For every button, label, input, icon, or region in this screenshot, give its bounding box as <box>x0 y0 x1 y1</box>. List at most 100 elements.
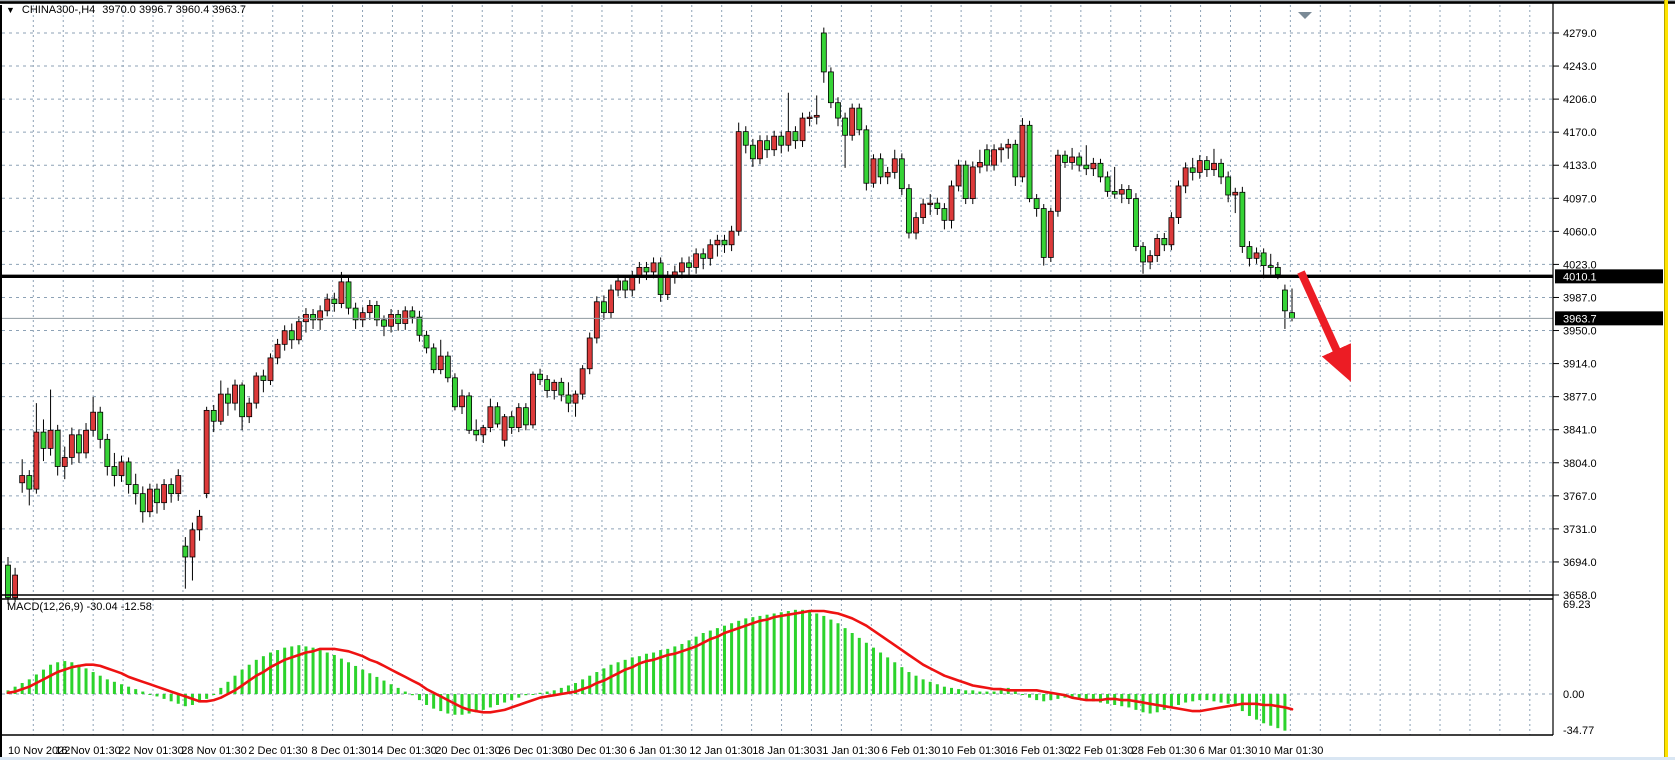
candlestick[interactable] <box>728 230 735 246</box>
candlestick[interactable] <box>452 377 458 408</box>
candlestick[interactable] <box>558 381 565 396</box>
candlestick[interactable] <box>437 355 444 371</box>
candlestick[interactable] <box>1232 191 1239 196</box>
candlestick[interactable] <box>643 266 650 273</box>
candlestick[interactable] <box>757 140 763 160</box>
chart-shift-marker-icon[interactable] <box>1298 12 1312 19</box>
candlestick[interactable] <box>1047 210 1054 258</box>
candlestick[interactable] <box>1111 190 1118 195</box>
candlestick[interactable] <box>68 434 75 458</box>
candlestick[interactable] <box>54 429 61 467</box>
candlestick[interactable] <box>1026 124 1033 200</box>
candlestick[interactable] <box>381 319 387 327</box>
candlestick[interactable] <box>473 429 480 436</box>
candlestick[interactable] <box>962 164 969 200</box>
candlestick[interactable] <box>1147 255 1154 263</box>
candlestick[interactable] <box>154 488 160 504</box>
price-axis-label[interactable]: 4170.0 <box>1563 127 1597 139</box>
candlestick[interactable] <box>565 394 572 404</box>
price-axis-label[interactable]: 3841.0 <box>1563 425 1597 437</box>
candlestick[interactable] <box>551 381 558 391</box>
candlestick[interactable] <box>19 475 26 484</box>
candlestick[interactable] <box>1161 238 1168 246</box>
candlestick[interactable] <box>26 475 33 490</box>
candlestick[interactable] <box>870 158 877 184</box>
candlestick[interactable] <box>927 202 934 205</box>
candlestick[interactable] <box>721 239 728 246</box>
price-axis-label[interactable]: 3877.0 <box>1563 392 1597 404</box>
candlestick[interactable] <box>629 276 636 291</box>
candlestick[interactable] <box>884 171 891 178</box>
candlestick[interactable] <box>189 529 196 558</box>
candlestick[interactable] <box>1118 189 1125 195</box>
price-axis-label[interactable]: 3950.0 <box>1563 326 1597 338</box>
candlestick[interactable] <box>466 395 473 431</box>
price-axis-label[interactable]: 3694.0 <box>1563 557 1597 569</box>
candlestick[interactable] <box>1168 217 1175 246</box>
candlestick[interactable] <box>1012 143 1019 178</box>
candlestick[interactable] <box>742 131 749 146</box>
candlestick[interactable] <box>395 314 402 324</box>
candlestick[interactable] <box>1083 164 1090 170</box>
candlestick[interactable] <box>792 131 799 142</box>
candlestick[interactable] <box>1203 160 1210 171</box>
candlestick[interactable] <box>1253 252 1260 259</box>
candlestick[interactable] <box>111 466 118 476</box>
candlestick[interactable] <box>366 305 373 314</box>
price-axis-label[interactable]: 4243.0 <box>1563 61 1597 73</box>
candlestick[interactable] <box>771 135 778 151</box>
candlestick[interactable] <box>97 411 104 440</box>
candlestick[interactable] <box>522 407 529 426</box>
candlestick[interactable] <box>1175 185 1182 219</box>
candlestick[interactable] <box>352 307 359 321</box>
candlestick[interactable] <box>1267 265 1274 268</box>
time-axis-label[interactable]: 6 Mar 01:30 <box>1199 745 1258 757</box>
candlestick[interactable] <box>749 144 756 160</box>
candlestick[interactable] <box>657 262 664 295</box>
candlestick[interactable] <box>1062 154 1068 163</box>
candlestick[interactable] <box>572 393 579 404</box>
candlestick[interactable] <box>891 158 898 173</box>
time-axis-label[interactable]: 10 Nov 2022 <box>8 745 70 757</box>
candlestick[interactable] <box>1246 246 1253 259</box>
candlestick[interactable] <box>593 301 600 339</box>
candlestick[interactable] <box>1274 266 1281 276</box>
candlestick[interactable] <box>444 355 451 379</box>
candlestick[interactable] <box>969 166 976 200</box>
candlestick[interactable] <box>1104 176 1111 192</box>
price-axis-label[interactable]: 3767.0 <box>1563 491 1597 503</box>
time-axis-label[interactable]: 8 Dec 01:30 <box>311 745 370 757</box>
candlestick[interactable] <box>146 488 153 513</box>
candlestick[interactable] <box>934 202 941 209</box>
candlestick[interactable] <box>537 373 543 381</box>
candlestick[interactable] <box>1055 154 1061 212</box>
price-axis-label[interactable]: 4133.0 <box>1563 160 1597 172</box>
candlestick[interactable] <box>83 429 89 454</box>
candlestick[interactable] <box>196 515 203 531</box>
candlestick[interactable] <box>835 102 841 119</box>
candlestick[interactable] <box>324 298 331 312</box>
candlestick[interactable] <box>714 239 721 246</box>
time-axis-label[interactable]: 22 Feb 01:30 <box>1069 745 1134 757</box>
candlestick[interactable] <box>820 32 827 73</box>
candlestick[interactable] <box>664 276 671 295</box>
candlestick[interactable] <box>217 393 224 422</box>
candlestick[interactable] <box>76 434 82 454</box>
candlestick[interactable] <box>1019 124 1026 178</box>
candlestick[interactable] <box>544 379 551 391</box>
candlestick[interactable] <box>1189 167 1196 173</box>
candlestick[interactable] <box>608 289 614 314</box>
candlestick[interactable] <box>182 545 189 558</box>
candlestick[interactable] <box>991 149 997 166</box>
candlestick[interactable] <box>12 574 18 599</box>
time-axis-label[interactable]: 16 Nov 01:30 <box>55 745 120 757</box>
candlestick[interactable] <box>984 149 990 166</box>
candlestick[interactable] <box>1140 246 1146 263</box>
price-axis-label[interactable]: 3987.0 <box>1563 292 1597 304</box>
candlestick[interactable] <box>402 310 409 324</box>
time-axis-label[interactable]: 31 Jan 01:30 <box>816 745 880 757</box>
candlestick[interactable] <box>700 253 707 259</box>
candlestick[interactable] <box>132 484 139 495</box>
candlestick[interactable] <box>90 411 97 431</box>
